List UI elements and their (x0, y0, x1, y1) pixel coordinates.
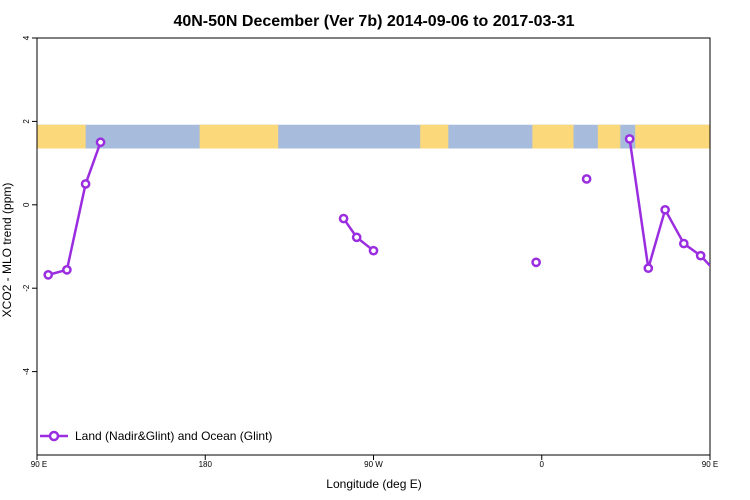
x-tick-label: 180 (199, 460, 213, 469)
series-line (47, 141, 102, 277)
data-point (660, 204, 670, 215)
map-land-patch (420, 124, 449, 149)
map-land-patch (635, 124, 710, 149)
x-axis-label: Longitude (deg E) (326, 477, 421, 491)
data-point (531, 257, 541, 268)
world-map-band (37, 124, 750, 149)
data-point (95, 137, 106, 148)
y-axis: -4 -2 0 2 4 (22, 35, 37, 375)
data-point (43, 270, 54, 280)
map-land-patch (532, 124, 574, 149)
y-tick-label: -4 (22, 367, 31, 375)
data-point (733, 267, 740, 274)
data-point (624, 134, 635, 144)
legend: Land (Nadir&Glint) and Ocean (Glint) (40, 429, 272, 443)
legend-label: Land (Nadir&Glint) and Ocean (Glint) (75, 429, 272, 443)
x-axis: 90 E 180 90 W 0 90 E (31, 455, 718, 469)
y-tick-label: -2 (22, 284, 31, 292)
data-point (678, 238, 689, 249)
data-point (581, 174, 592, 184)
data-point (716, 272, 723, 279)
map-land-patch (738, 125, 750, 149)
map-land-patch (37, 124, 86, 149)
x-tick-label: 90 W (364, 460, 383, 469)
y-tick-label: 2 (22, 119, 31, 124)
legend-marker (48, 430, 60, 442)
data-point (80, 179, 91, 189)
x-tick-label: 0 (540, 460, 545, 469)
y-tick-label: 4 (22, 35, 31, 40)
data-point (695, 250, 706, 261)
y-axis-label: XCO2 - MLO trend (ppm) (0, 183, 14, 318)
data-point (351, 232, 362, 243)
series-layer (43, 134, 740, 280)
x-tick-label: 90 E (31, 460, 47, 469)
series-line (628, 138, 710, 270)
chart-title: 40N-50N December (Ver 7b) 2014-09-06 to … (173, 13, 574, 30)
map-land-patch (199, 124, 279, 149)
data-point (368, 245, 379, 256)
data-point (643, 263, 654, 274)
map-land-patch (597, 124, 621, 149)
data-point (338, 213, 349, 224)
x-tick-label: 90 E (702, 460, 718, 469)
y-tick-label: 0 (22, 202, 31, 207)
data-point (62, 265, 72, 275)
